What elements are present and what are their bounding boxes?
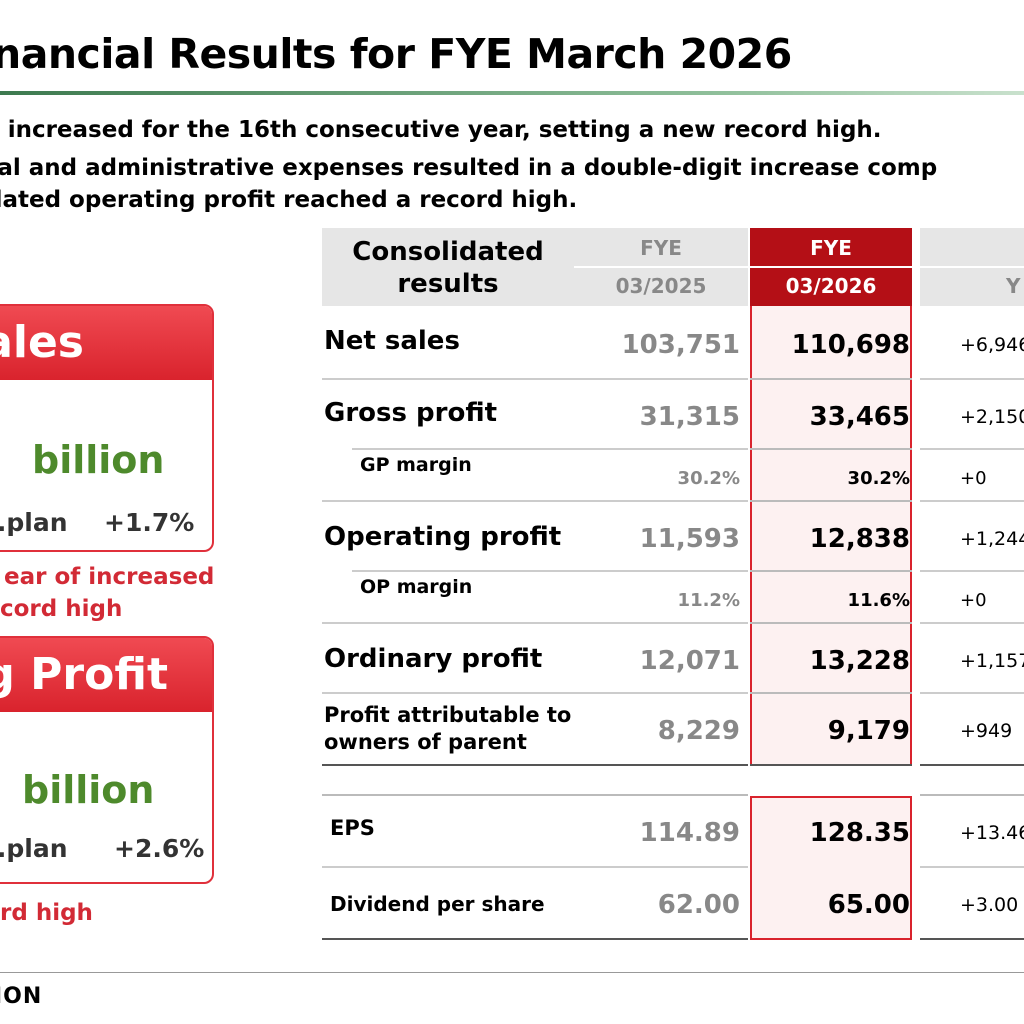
- column-header-prev-year: FYE 03/2025: [574, 228, 748, 306]
- yoy-value: +0: [960, 468, 987, 489]
- row-label-line: Profit attributable to: [324, 703, 572, 727]
- row-label: Profit attributable to owners of parent: [324, 702, 571, 756]
- header-text: results: [397, 269, 499, 299]
- yoy-value: +1,157: [960, 650, 1024, 672]
- current-year-highlight: [750, 796, 912, 940]
- card-vs-value: +1.7%: [104, 508, 195, 537]
- consolidated-results-table: Consolidated results FYE 03/2025 FYE 03/…: [322, 228, 1024, 942]
- page-title: nancial Results for FYE March 2026: [0, 30, 792, 78]
- prev-value: 114.89: [639, 818, 740, 848]
- table-row: OP margin 11.2% 11.6% +0: [322, 572, 1024, 624]
- card-unit: billion: [22, 768, 155, 812]
- card-header: g Profit: [0, 638, 212, 712]
- row-label: Dividend per share: [330, 892, 545, 916]
- operating-profit-card: g Profit billion s.plan +2.6%: [0, 636, 214, 884]
- row-label: GP margin: [360, 454, 472, 476]
- card-note: rd high: [0, 900, 93, 926]
- header-text: FYE: [640, 236, 682, 260]
- table-row: Profit attributable to owners of parent …: [322, 694, 1024, 766]
- column-header-label: Consolidated results: [322, 228, 574, 306]
- prev-value: 30.2%: [677, 468, 740, 489]
- yoy-value: +949: [960, 720, 1013, 742]
- footer-divider: [0, 972, 1024, 973]
- header-text: Y: [1006, 274, 1021, 298]
- table-row: Dividend per share 62.00 65.00 +3.00: [322, 868, 1024, 940]
- row-label: OP margin: [360, 576, 473, 598]
- current-value: 33,465: [809, 402, 910, 432]
- current-value: 12,838: [809, 524, 910, 554]
- card-note: cord high: [0, 596, 123, 622]
- header-text: FYE: [810, 236, 852, 260]
- current-value: 30.2%: [847, 468, 910, 489]
- current-value: 110,698: [791, 330, 910, 360]
- yoy-value: +0: [960, 590, 987, 611]
- prev-value: 8,229: [657, 716, 740, 746]
- row-label: Net sales: [324, 326, 460, 356]
- row-label: EPS: [330, 816, 375, 840]
- summary-line-2: ral and administrative expenses resulted…: [0, 155, 938, 181]
- prev-value: 62.00: [657, 890, 740, 920]
- column-header-current-year: FYE 03/2026: [750, 228, 912, 306]
- prev-value: 11.2%: [677, 590, 740, 611]
- card-unit: billion: [32, 438, 165, 482]
- section-divider: [322, 794, 1024, 796]
- card-vs-label: s.plan: [0, 834, 68, 863]
- title-divider: [0, 91, 1024, 95]
- yoy-value: +6,946: [960, 334, 1024, 356]
- table-row: Ordinary profit 12,071 13,228 +1,157: [322, 624, 1024, 694]
- net-sales-card: ales ) billion s.plan +1.7%: [0, 304, 214, 552]
- header-text: 03/2025: [615, 274, 707, 298]
- company-logo: ION: [0, 984, 43, 1009]
- card-vs-label: s.plan: [0, 508, 68, 537]
- column-header-yoy: Y: [920, 228, 1024, 306]
- current-value: 65.00: [827, 890, 910, 920]
- table-row: Net sales 103,751 110,698 +6,946: [322, 306, 1024, 380]
- summary-line-3: dated operating profit reached a record …: [0, 187, 578, 213]
- card-note: ear of increased: [4, 564, 215, 590]
- current-value: 11.6%: [847, 590, 910, 611]
- current-value: 128.35: [809, 818, 910, 848]
- summary-line-1: s increased for the 16th consecutive yea…: [0, 117, 882, 143]
- table-row: GP margin 30.2% 30.2% +0: [322, 450, 1024, 502]
- current-value: 9,179: [827, 716, 910, 746]
- row-label: Operating profit: [324, 522, 562, 552]
- table-row: Operating profit 11,593 12,838 +1,244: [322, 502, 1024, 572]
- yoy-value: +3.00: [960, 894, 1019, 916]
- yoy-value: +13.46: [960, 822, 1024, 844]
- row-label: Gross profit: [324, 398, 498, 428]
- yoy-value: +2,150: [960, 406, 1024, 428]
- header-text: Consolidated: [352, 237, 544, 267]
- prev-value: 12,071: [639, 646, 740, 676]
- row-label-line: owners of parent: [324, 730, 527, 754]
- current-value: 13,228: [809, 646, 910, 676]
- prev-value: 103,751: [621, 330, 740, 360]
- yoy-value: +1,244: [960, 528, 1024, 550]
- table-row: Gross profit 31,315 33,465 +2,150: [322, 380, 1024, 450]
- current-year-highlight: [750, 306, 912, 766]
- card-value-fragment: ): [0, 406, 2, 471]
- card-vs-value: +2.6%: [114, 834, 205, 863]
- row-label: Ordinary profit: [324, 644, 543, 674]
- card-header: ales: [0, 306, 212, 380]
- header-text: 03/2026: [785, 274, 877, 298]
- prev-value: 11,593: [639, 524, 740, 554]
- table-row: EPS 114.89 128.35 +13.46: [322, 796, 1024, 868]
- prev-value: 31,315: [639, 402, 740, 432]
